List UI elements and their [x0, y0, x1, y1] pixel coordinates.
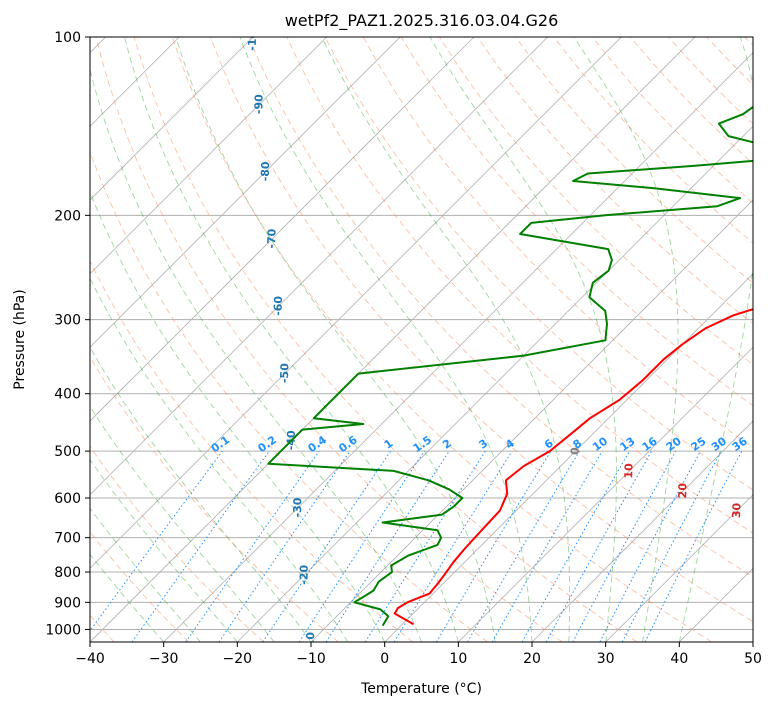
dry-adiabat — [90, 356, 339, 642]
isotherm-line — [90, 37, 622, 569]
plot-area — [90, 37, 753, 642]
moist-adiabat — [321, 37, 571, 642]
y-tick-label: 900 — [54, 595, 81, 611]
isotherm-line — [90, 37, 548, 496]
mixing-ratio-line — [298, 450, 425, 642]
dry-adiabat — [90, 259, 414, 642]
x-tick-label: −20 — [223, 651, 253, 667]
x-tick-label: 30 — [597, 651, 615, 667]
moist-adiabat — [90, 507, 201, 642]
y-tick-label: 800 — [54, 565, 81, 581]
isotherm-label: -80 — [259, 161, 273, 182]
isotherm-line — [237, 125, 753, 642]
y-tick-label: 1000 — [45, 622, 81, 638]
isotherm-label: -60 — [272, 295, 286, 316]
dry-adiabat — [210, 37, 753, 623]
moist-adiabat — [90, 190, 386, 642]
isotherm-line — [90, 37, 327, 275]
mixing-ratio-line — [218, 450, 351, 642]
dry-adiabat — [90, 445, 264, 642]
moist-adiabat — [678, 37, 753, 642]
moist-adiabat — [239, 37, 533, 642]
isotherm-label: -90 — [252, 94, 266, 115]
dry-adiabat — [324, 37, 753, 491]
x-axis-label: Temperature (°C) — [360, 681, 482, 697]
isotherm-line — [90, 37, 401, 348]
moist-adiabat — [573, 37, 679, 642]
isotherm-line — [90, 37, 475, 422]
isotherm-line — [605, 494, 753, 642]
x-tick-label: 50 — [744, 651, 762, 667]
y-tick-label: 300 — [54, 313, 81, 329]
chart-title: wetPf2_PAZ1.2025.316.03.04.G26 — [285, 11, 559, 31]
mixing-ratio-line — [572, 450, 677, 642]
isotherm-line — [752, 641, 753, 642]
mixing-ratio-line — [325, 450, 450, 642]
moist-adiabat — [124, 37, 459, 642]
mixing-ratio-line — [521, 450, 630, 642]
isotherm-line — [90, 37, 696, 642]
isotherm-label: -100 — [246, 23, 260, 51]
mixing-ratio-line — [185, 450, 320, 642]
x-tick-label: 40 — [670, 651, 688, 667]
y-tick-label: 500 — [54, 444, 81, 460]
isotherm-line — [531, 420, 753, 642]
mixing-ratio-line — [90, 450, 223, 632]
x-tick-label: −40 — [75, 651, 105, 667]
isotherm-label: -70 — [265, 228, 279, 249]
isotherm-label: 20 — [676, 483, 689, 499]
isotherm-line — [163, 52, 753, 642]
moist-adiabat — [90, 67, 422, 642]
moist-adiabat — [429, 37, 617, 642]
y-tick-label: 200 — [54, 208, 81, 224]
isotherm-label: -50 — [278, 363, 292, 384]
x-tick-label: −30 — [149, 651, 179, 667]
dry-adiabat — [286, 37, 753, 534]
mixing-ratio-line — [545, 450, 653, 642]
dry-adiabat — [133, 37, 638, 642]
x-tick-label: 20 — [523, 651, 541, 667]
y-axis-label: Pressure (hPa) — [12, 289, 28, 389]
dewpoint-profile — [267, 105, 753, 627]
dry-adiabat — [515, 37, 753, 284]
isotherm-label: 10 — [622, 463, 635, 479]
dry-adiabat — [171, 37, 712, 642]
isotherm-label: -30 — [291, 497, 305, 518]
x-tick-label: −10 — [296, 651, 326, 667]
plot-frame — [89, 36, 754, 643]
background-lines — [90, 37, 753, 642]
mixing-ratio-line — [644, 450, 743, 642]
x-tick-label: 0 — [380, 651, 389, 667]
axes: −40 −30 −20 −10 0 10 20 30 40 5010020030040050060… — [45, 30, 762, 667]
y-tick-label: 600 — [54, 491, 81, 507]
dry-adiabat — [248, 37, 753, 578]
moist-adiabat — [90, 405, 275, 642]
y-tick-label: 400 — [54, 387, 81, 403]
y-tick-label: 700 — [54, 531, 81, 547]
isotherm-label: -20 — [297, 564, 311, 585]
isotherm-label: -10 — [304, 632, 318, 653]
isotherm-line — [384, 273, 753, 642]
y-tick-label: 100 — [54, 30, 81, 46]
mixing-ratio-line — [262, 450, 392, 642]
temperature-profile — [393, 308, 753, 626]
mixing-ratio-line — [393, 450, 513, 642]
x-tick-label: 10 — [449, 651, 467, 667]
dry-adiabat — [95, 37, 563, 642]
isotherm-label: 0 — [568, 447, 581, 455]
mixing-ratio-line — [131, 450, 270, 642]
data-series — [267, 105, 753, 627]
isotherm-line — [458, 346, 753, 642]
moist-adiabat — [90, 458, 238, 642]
isotherm-label: 30 — [730, 502, 743, 518]
isotherm-line — [90, 37, 254, 201]
